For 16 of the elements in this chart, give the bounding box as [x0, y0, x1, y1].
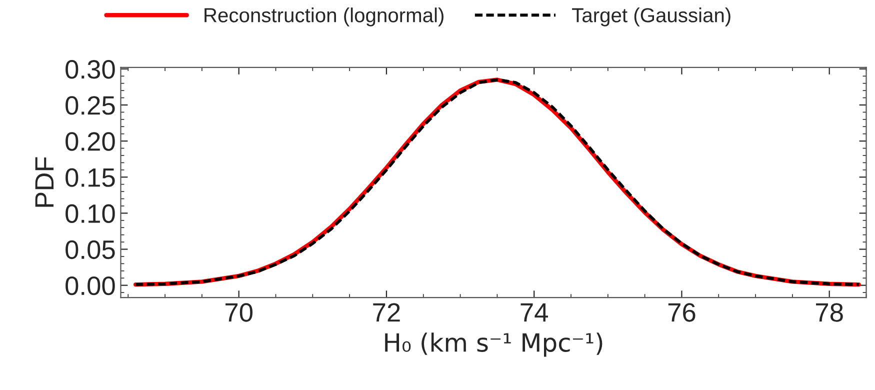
y-tick-label: 0.10 — [66, 204, 115, 223]
y-tick-label: 0.05 — [66, 240, 115, 260]
x-tick-label: 70 — [226, 303, 252, 322]
x-axis-title: H₀ (km s⁻¹ Mpc⁻¹) — [385, 332, 602, 357]
x-tick-label: 76 — [668, 303, 696, 322]
y-tick-label: 0.15 — [66, 168, 115, 187]
y-tick-label: 0.20 — [66, 132, 115, 151]
y-axis-title: PDF — [35, 157, 54, 207]
legend-label: Target (Gaussian) — [572, 8, 730, 26]
y-tick-label: 0.00 — [66, 276, 115, 296]
x-tick-label: 72 — [373, 303, 400, 322]
x-tick-label: 78 — [816, 303, 843, 322]
x-tick-label: 74 — [520, 303, 548, 322]
legend-label: Reconstruction (lognormal) — [204, 8, 444, 26]
y-tick-label: 0.30 — [66, 60, 115, 79]
y-tick-label: 0.25 — [66, 96, 115, 115]
